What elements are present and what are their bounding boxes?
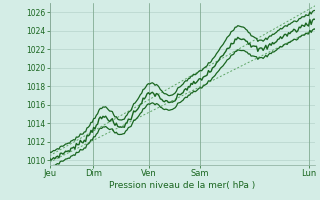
- X-axis label: Pression niveau de la mer( hPa ): Pression niveau de la mer( hPa ): [109, 181, 256, 190]
